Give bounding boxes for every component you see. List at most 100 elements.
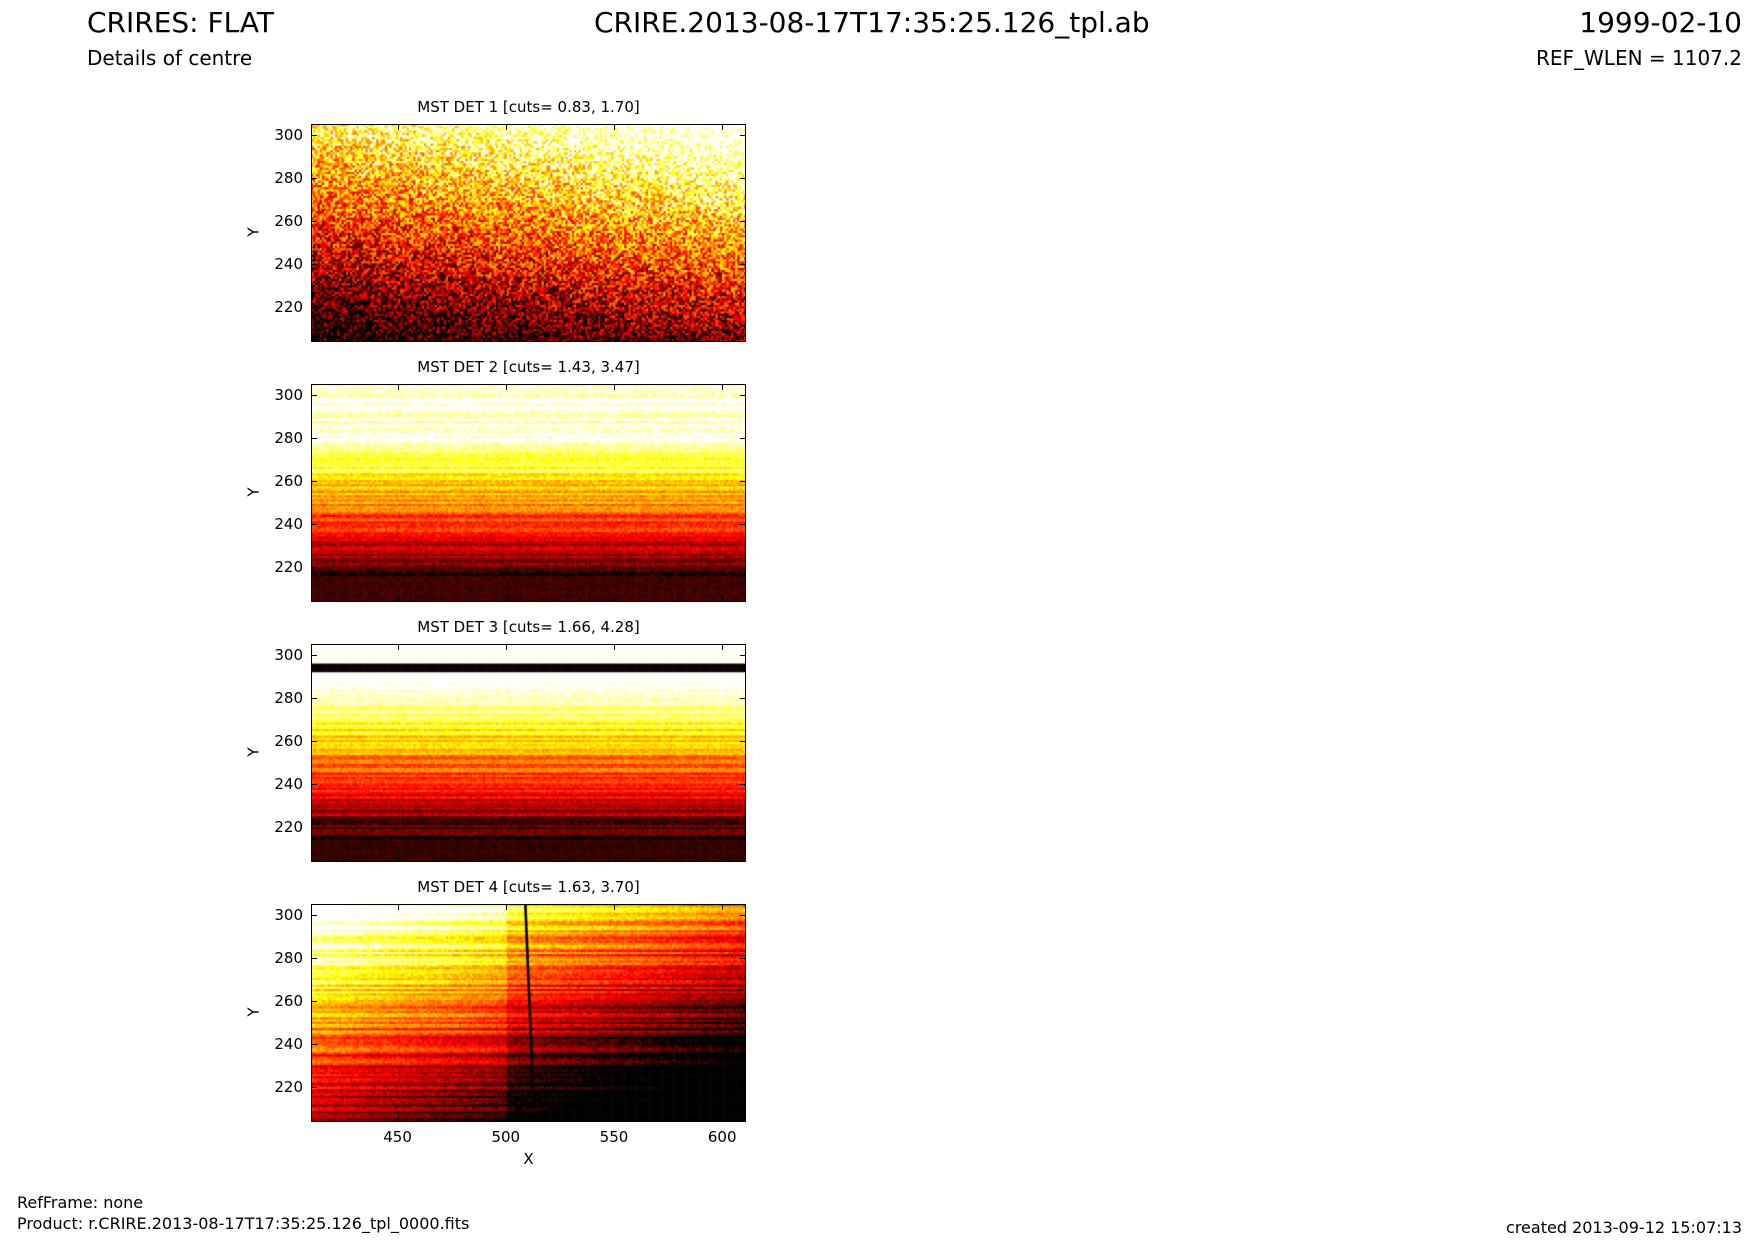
plot-frame (311, 644, 746, 862)
x-tick (505, 1116, 507, 1122)
y-tick (740, 481, 746, 483)
y-tick (311, 1044, 317, 1046)
y-tick (311, 1001, 317, 1003)
y-tick-label: 220 (274, 818, 303, 837)
plot-frame (311, 904, 746, 1122)
x-tick (613, 856, 615, 862)
y-tick (740, 437, 746, 439)
heatmap-image (311, 904, 746, 1122)
y-tick (311, 524, 317, 526)
x-tick (505, 856, 507, 862)
ref-wlen-label: REF_WLEN = 1107.2 (1535, 46, 1742, 70)
y-tick (311, 221, 317, 223)
chart-title: MST DET 1 [cuts= 0.83, 1.70] (417, 98, 640, 116)
x-tick (613, 596, 615, 602)
y-tick (740, 134, 746, 136)
y-tick (740, 394, 746, 396)
x-tick (613, 644, 615, 650)
product-label: Product: r.CRIRE.2013-08-17T17:35:25.126… (17, 1214, 470, 1233)
y-tick (311, 437, 317, 439)
chart-title: MST DET 2 [cuts= 1.43, 3.47] (417, 358, 640, 376)
heatmap-image (311, 124, 746, 342)
x-tick (722, 124, 724, 130)
y-tick-label: 240 (274, 775, 303, 794)
y-tick (740, 264, 746, 266)
y-tick (740, 307, 746, 309)
y-tick (740, 654, 746, 656)
x-tick (397, 124, 399, 130)
y-tick (311, 134, 317, 136)
y-tick (740, 827, 746, 829)
y-tick (740, 1001, 746, 1003)
heatmap-image (311, 644, 746, 862)
x-tick-label: 550 (599, 1128, 629, 1146)
y-tick-label: 280 (274, 948, 303, 967)
x-tick (397, 336, 399, 342)
y-tick (311, 697, 317, 699)
x-tick (722, 384, 724, 390)
y-tick-label: 260 (274, 732, 303, 751)
y-tick-label: 220 (274, 298, 303, 317)
refframe-label: RefFrame: none (17, 1193, 144, 1212)
y-tick-label: 240 (274, 255, 303, 274)
y-tick-label: 280 (274, 688, 303, 707)
y-tick (311, 741, 317, 743)
plot-frame (311, 384, 746, 602)
y-axis-label: Y (244, 747, 263, 757)
chart-title: MST DET 4 [cuts= 1.63, 3.70] (417, 878, 640, 896)
page-title: CRIRES: FLAT (87, 6, 274, 39)
y-tick (311, 394, 317, 396)
y-tick (740, 1044, 746, 1046)
y-axis-label: Y (244, 487, 263, 497)
x-tick (397, 856, 399, 862)
y-tick (311, 307, 317, 309)
y-tick (311, 481, 317, 483)
x-tick (505, 124, 507, 130)
y-axis-label: Y (244, 227, 263, 237)
y-tick (740, 914, 746, 916)
y-tick (311, 914, 317, 916)
y-tick-label: 220 (274, 558, 303, 577)
y-tick (311, 1087, 317, 1089)
x-tick (613, 904, 615, 910)
y-tick-label: 260 (274, 992, 303, 1011)
y-tick-label: 240 (274, 1035, 303, 1054)
x-tick (613, 124, 615, 130)
y-tick-label: 300 (274, 645, 303, 664)
file-title: CRIRE.2013-08-17T17:35:25.126_tpl.ab (594, 6, 1150, 39)
x-tick (722, 596, 724, 602)
y-tick-label: 240 (274, 515, 303, 534)
x-tick (505, 384, 507, 390)
x-tick-label: 500 (491, 1128, 521, 1146)
y-tick (311, 177, 317, 179)
y-tick (311, 784, 317, 786)
x-tick (397, 596, 399, 602)
x-tick (397, 1116, 399, 1122)
x-axis-label: X (523, 1150, 534, 1168)
x-tick (505, 596, 507, 602)
x-tick (505, 644, 507, 650)
x-tick (722, 644, 724, 650)
y-tick (311, 654, 317, 656)
x-tick-label: 450 (383, 1128, 412, 1146)
created-label: created 2013-09-12 15:07:13 (1506, 1218, 1742, 1237)
y-tick (740, 567, 746, 569)
y-tick-label: 300 (274, 125, 303, 144)
x-tick (505, 904, 507, 910)
y-tick-label: 300 (274, 385, 303, 404)
x-tick (722, 856, 724, 862)
x-tick (613, 384, 615, 390)
x-tick (722, 1116, 724, 1122)
y-tick-label: 260 (274, 472, 303, 491)
x-tick-label: 600 (707, 1128, 737, 1146)
y-tick-label: 260 (274, 212, 303, 231)
heatmap-image (311, 384, 746, 602)
x-tick (397, 384, 399, 390)
x-tick (397, 904, 399, 910)
y-tick (311, 957, 317, 959)
date-label: 1999-02-10 (1579, 6, 1742, 39)
x-tick (722, 336, 724, 342)
y-tick-label: 280 (274, 428, 303, 447)
y-tick (740, 697, 746, 699)
y-tick-label: 220 (274, 1078, 303, 1097)
